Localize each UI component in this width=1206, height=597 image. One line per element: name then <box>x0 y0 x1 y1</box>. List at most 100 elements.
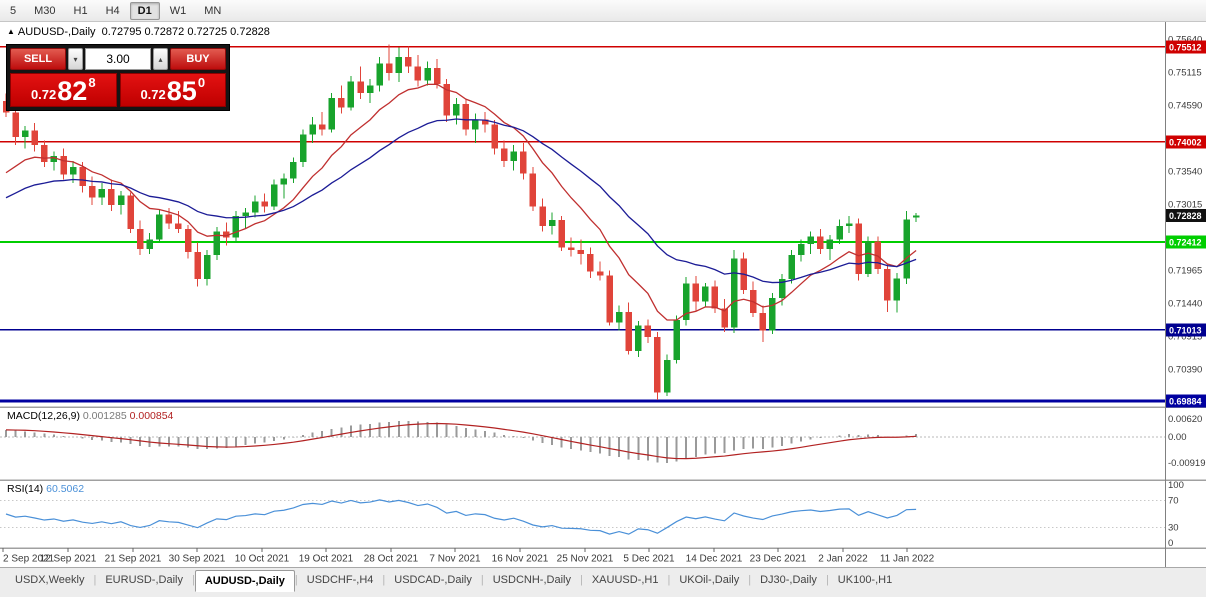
chart-tab-dj30-daily[interactable]: DJ30-,Daily <box>760 574 817 586</box>
candle-body <box>117 195 125 205</box>
tab-separator: | <box>748 574 752 586</box>
candle-body <box>893 278 901 301</box>
candle-body <box>21 130 29 137</box>
candle-body <box>625 311 632 351</box>
chart-canvas[interactable]: 0.75640 0.75115 0.74590 0.73540 0.73015 0.719… <box>0 22 1206 567</box>
timeframe-button-5[interactable]: 5 <box>10 4 17 17</box>
tab-separator: | <box>579 574 583 586</box>
candle-body <box>175 223 182 229</box>
candle-body <box>788 255 795 280</box>
candle-body <box>663 360 671 393</box>
candle-body <box>836 226 843 240</box>
axis-label: 0.71440 <box>1168 298 1202 309</box>
chart-tab-xauusd-h1[interactable]: XAUUSD-,H1 <box>591 574 659 586</box>
candle-body <box>472 119 479 130</box>
candle-body <box>328 97 336 130</box>
candle-body <box>778 279 786 298</box>
tab-separator: | <box>667 574 671 586</box>
candle-body <box>721 308 728 328</box>
axis-label: 0.69884 <box>1169 396 1202 406</box>
timeframe-button-d1[interactable]: D1 <box>129 1 160 20</box>
ma-fast-line <box>5 83 917 321</box>
candle-body <box>424 67 431 81</box>
tab-separator: | <box>825 574 829 586</box>
axis-label: 25 Nov 2021 <box>557 554 614 565</box>
timeframe-button-w1[interactable]: W1 <box>169 4 187 17</box>
candle-body <box>98 189 106 198</box>
chart-tab-audusd-daily[interactable]: AUDUSD-,Daily <box>194 570 295 592</box>
volume-decrease-button[interactable]: ▾ <box>68 48 83 70</box>
candle-body <box>127 195 134 229</box>
candle-body <box>874 241 882 270</box>
candle-body <box>548 219 556 227</box>
macd-indicator-label: MACD(12,26,9) 0.001285 0.000854 <box>7 410 173 422</box>
candle-body <box>711 286 719 309</box>
axis-label: 0.73015 <box>1168 199 1202 210</box>
candle-body <box>865 241 872 275</box>
candle-body <box>12 112 19 137</box>
timeframe-button-h1[interactable]: H1 <box>73 4 88 17</box>
timeframe-button-mn[interactable]: MN <box>204 4 222 17</box>
price-tag-0.75512 <box>1166 40 1206 54</box>
chart-tab-usdcad-daily[interactable]: USDCAD-,Daily <box>394 574 472 586</box>
candle-body <box>299 134 307 163</box>
sell-price-display[interactable]: 0.72 82 8 <box>10 73 117 107</box>
candle-body <box>520 151 527 174</box>
axis-label: 70 <box>1168 495 1179 506</box>
chart-tab-usdcnh-daily[interactable]: USDCNH-,Daily <box>492 574 571 586</box>
axis-label: 0.74002 <box>1169 137 1202 147</box>
sell-price-prefix: 0.72 <box>30 87 57 102</box>
axis-label: 2 Sep 2021 <box>3 554 55 565</box>
axis-label: 0.00620 <box>1168 414 1202 425</box>
candle-body <box>635 325 642 351</box>
candle-body <box>644 325 652 337</box>
candle-body <box>376 63 383 86</box>
volume-increase-button[interactable]: ▴ <box>153 48 168 70</box>
ohlc-open: 0.72795 <box>101 26 142 38</box>
candle-body <box>290 162 297 179</box>
chart-tab-eurusd-daily[interactable]: EURUSD-,Daily <box>105 574 183 586</box>
candle-body <box>587 253 594 272</box>
sell-price-pip: 8 <box>88 75 96 90</box>
price-tag-0.74002 <box>1166 135 1206 149</box>
candle-body <box>271 184 278 207</box>
buy-price-display[interactable]: 0.72 85 0 <box>119 73 226 107</box>
rsi-indicator-label: RSI(14) 60.5062 <box>7 483 84 495</box>
axis-label: 30 Sep 2021 <box>169 554 226 565</box>
chart-tab-usdx-weekly[interactable]: USDX,Weekly <box>15 574 85 586</box>
ohlc-close: 0.72828 <box>230 26 270 38</box>
axis-label: 14 Dec 2021 <box>686 554 743 565</box>
axis-label: 16 Nov 2021 <box>492 554 549 565</box>
timeframe-button-m30[interactable]: M30 <box>34 4 56 17</box>
candle-body <box>826 239 834 249</box>
axis-label: 0.72828 <box>1169 211 1202 221</box>
sell-button[interactable]: SELL <box>10 48 66 70</box>
candle-body <box>673 319 680 361</box>
buy-button[interactable]: BUY <box>170 48 226 70</box>
candle-body <box>807 236 815 244</box>
axis-label: 0.71965 <box>1168 265 1202 276</box>
sell-price-main: 82 <box>57 76 88 107</box>
chart-tab-uk100-h1[interactable]: UK100-,H1 <box>837 574 893 586</box>
candle-body <box>146 239 153 249</box>
rsi-line <box>5 499 917 535</box>
tab-separator: | <box>191 574 195 586</box>
candle-body <box>89 185 96 198</box>
macd-main-value: 0.001285 <box>82 410 127 422</box>
buy-price-main: 85 <box>166 76 197 107</box>
axis-label: -0.00919 <box>1168 458 1206 469</box>
axis-label: 0.71013 <box>1169 325 1202 335</box>
chart-tab-ukoil-daily[interactable]: UKOil-,Daily <box>679 574 740 586</box>
axis-label: 0.70390 <box>1168 364 1202 375</box>
tab-separator: | <box>294 574 298 586</box>
timeframe-button-h4[interactable]: H4 <box>105 4 120 17</box>
candle-body <box>433 67 441 85</box>
candle-body <box>309 124 316 135</box>
candle-body <box>60 155 67 175</box>
buy-price-prefix: 0.72 <box>140 87 166 102</box>
volume-input[interactable] <box>85 48 151 70</box>
chart-tab-usdchf-h4[interactable]: USDCHF-,H4 <box>306 574 374 586</box>
candle-body <box>730 258 738 328</box>
candle-body <box>50 155 58 163</box>
